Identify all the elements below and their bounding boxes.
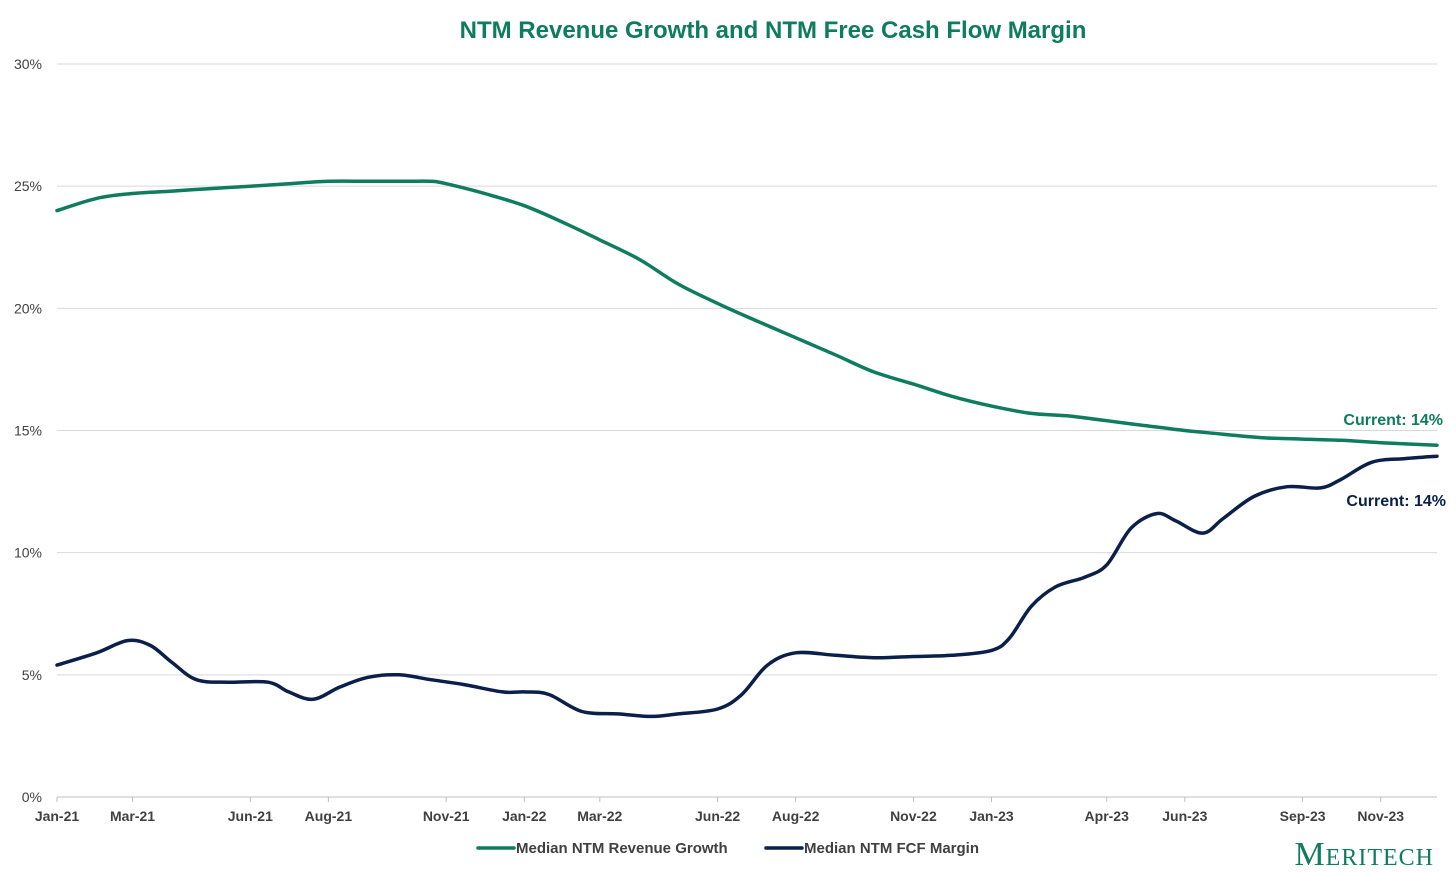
x-tick-label: Nov-22 xyxy=(890,808,937,824)
x-tick-label: Jan-21 xyxy=(35,808,80,824)
y-tick-label: 15% xyxy=(14,423,42,439)
x-tick-label: Mar-22 xyxy=(577,808,622,824)
x-tick-label: Sep-23 xyxy=(1280,808,1326,824)
x-tick-label: Jun-22 xyxy=(695,808,740,824)
x-tick-label: Mar-21 xyxy=(110,808,155,824)
y-axis-ticks: 0% 5% 10% 15% 20% 25% 30% xyxy=(14,56,42,805)
x-tick-label: Aug-21 xyxy=(305,808,353,824)
y-tick-label: 10% xyxy=(14,545,42,561)
series-line-fcf-margin xyxy=(55,454,1439,719)
chart-title: NTM Revenue Growth and NTM Free Cash Flo… xyxy=(460,17,1087,44)
x-tick-label: Jan-22 xyxy=(502,808,547,824)
y-tick-label: 25% xyxy=(14,178,42,194)
x-tick-label: Apr-23 xyxy=(1085,808,1130,824)
legend-label: Median NTM FCF Margin xyxy=(804,840,979,857)
legend: Median NTM Revenue Growth Median NTM FCF … xyxy=(476,840,979,857)
legend-label: Median NTM Revenue Growth xyxy=(516,840,728,857)
series-group xyxy=(55,179,1439,719)
y-tick-label: 20% xyxy=(14,300,42,316)
y-tick-label: 5% xyxy=(22,667,42,683)
y-tick-label: 0% xyxy=(22,789,42,805)
x-tick-label: Aug-22 xyxy=(772,808,820,824)
x-axis-ticks: Jan-21 Mar-21 Jun-21 Aug-21 Nov-21 Jan-22 Mar-… xyxy=(35,797,1404,824)
series-line-revenue-growth xyxy=(55,179,1439,447)
x-tick-label: Nov-21 xyxy=(423,808,470,824)
annotation-revenue-growth: Current: 14% xyxy=(1343,412,1443,429)
annotation-fcf-margin: Current: 14% xyxy=(1346,493,1446,510)
y-tick-label: 30% xyxy=(14,56,42,72)
brand-logo: Meritech xyxy=(1294,836,1434,873)
x-tick-label: Jun-23 xyxy=(1162,808,1207,824)
x-tick-label: Jan-23 xyxy=(969,808,1014,824)
annotations: Current: 14% Current: 14% xyxy=(1343,412,1446,510)
x-tick-label: Nov-23 xyxy=(1357,808,1404,824)
x-tick-label: Jun-21 xyxy=(228,808,273,824)
grid xyxy=(57,63,1437,798)
